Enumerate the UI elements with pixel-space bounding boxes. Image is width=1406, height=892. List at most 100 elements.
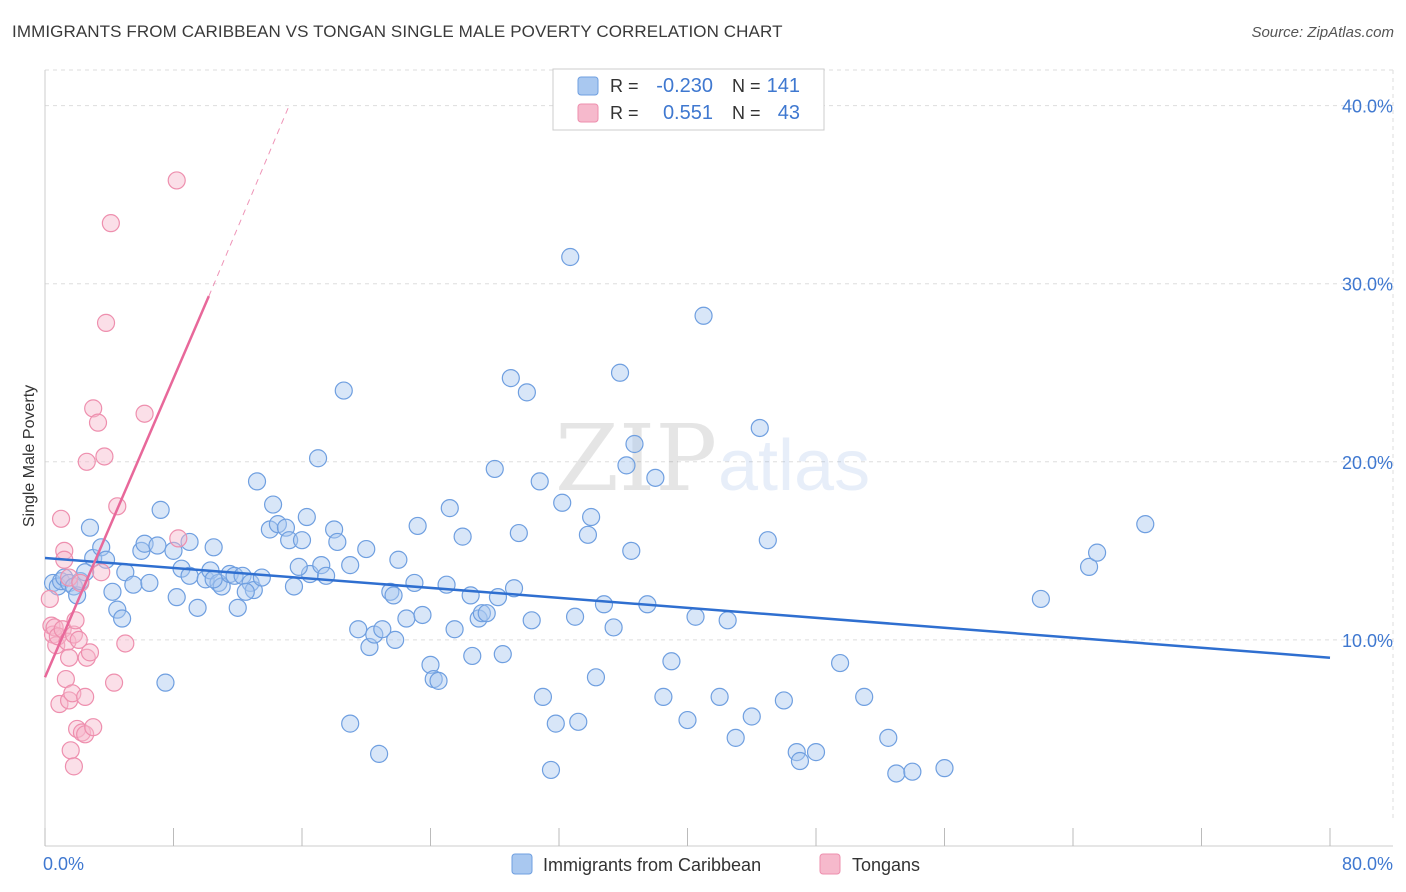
legend-label-tongans: Tongans [852, 855, 920, 875]
point-caribbean [289, 557, 308, 576]
point-caribbean [312, 556, 331, 575]
point-caribbean [373, 620, 392, 639]
point-caribbean [485, 459, 504, 479]
point-tongans [40, 589, 59, 609]
stats-n-label-2: N = [732, 103, 761, 123]
point-caribbean [678, 710, 697, 730]
point-caribbean [604, 618, 623, 637]
legend-swatch-caribbean [511, 853, 533, 875]
point-tongans [76, 687, 95, 706]
stats-swatch-pink [577, 103, 599, 123]
point-tongans [72, 723, 92, 742]
point-caribbean [453, 527, 472, 546]
point-caribbean [440, 499, 459, 518]
point-caribbean [610, 363, 630, 382]
point-caribbean [935, 759, 954, 778]
y-tick-label: 40.0% [1342, 97, 1393, 117]
point-tongans [116, 634, 135, 653]
point-caribbean [718, 611, 737, 630]
stats-r-label-1: R = [610, 76, 639, 96]
point-caribbean [594, 595, 614, 614]
point-caribbean [586, 668, 606, 687]
point-caribbean [370, 744, 389, 763]
stats-n-value-2: 43 [778, 102, 800, 124]
point-caribbean [774, 691, 793, 710]
point-caribbean [180, 532, 199, 552]
watermark-atlas: atlas [718, 426, 870, 506]
point-caribbean [553, 493, 572, 512]
point-caribbean [533, 687, 553, 706]
stats-r-value-2: 0.551 [663, 102, 713, 124]
point-caribbean [421, 655, 440, 674]
point-caribbean [806, 743, 826, 762]
point-caribbean [546, 714, 565, 733]
point-caribbean [156, 673, 175, 692]
y-tick-label: 20.0% [1342, 453, 1393, 473]
point-caribbean [263, 495, 283, 514]
stats-swatch-blue [577, 76, 599, 96]
point-caribbean [386, 630, 405, 650]
stats-n-value-1: 141 [767, 75, 800, 97]
point-caribbean [148, 536, 167, 555]
point-tongans [61, 741, 80, 760]
source-label: Source: ZipAtlas.com [1251, 24, 1394, 41]
point-tongans [169, 529, 188, 548]
point-caribbean [501, 369, 520, 388]
series-caribbean-points [43, 247, 1155, 783]
point-caribbean [228, 598, 247, 617]
point-caribbean [405, 573, 424, 593]
stats-legend: R = -0.230 N = 141 R = 0.551 N = 43 [552, 68, 825, 131]
point-caribbean [710, 687, 729, 706]
series-legend: Immigrants from Caribbean Tongans [511, 853, 920, 875]
point-caribbean [204, 538, 223, 557]
point-caribbean [1136, 515, 1155, 534]
trend-line-tongans [43, 295, 210, 678]
point-caribbean [124, 575, 143, 594]
trend-lines [43, 105, 1331, 678]
x-tick-label: 0.0% [43, 854, 84, 874]
point-caribbean [308, 449, 328, 468]
point-caribbean [565, 607, 585, 626]
point-tongans [96, 313, 116, 332]
point-tongans [50, 694, 69, 714]
point-caribbean [252, 568, 271, 587]
point-caribbean [830, 653, 850, 673]
point-tongans [77, 452, 96, 471]
axes [44, 70, 1393, 847]
point-caribbean [742, 707, 761, 726]
point-caribbean [879, 728, 898, 747]
y-tick-label: 10.0% [1342, 631, 1393, 651]
point-caribbean [140, 573, 159, 593]
point-tongans [135, 404, 154, 423]
point-caribbean [561, 247, 580, 267]
y-tick-label: 30.0% [1342, 275, 1393, 295]
point-caribbean [726, 728, 745, 747]
point-caribbean [509, 523, 528, 543]
point-caribbean [504, 579, 524, 598]
point-caribbean [397, 609, 416, 628]
watermark: ZIP atlas [555, 405, 870, 512]
point-caribbean [445, 620, 464, 639]
point-tongans [51, 509, 71, 528]
point-caribbean [349, 620, 368, 639]
point-caribbean [493, 645, 512, 664]
point-caribbean [758, 531, 777, 550]
point-caribbean [1079, 557, 1099, 576]
point-caribbean [381, 582, 400, 601]
point-tongans [101, 214, 120, 233]
point-caribbean [477, 604, 496, 623]
point-caribbean [236, 582, 255, 601]
point-tongans [84, 718, 103, 737]
stats-n-label-1: N = [732, 76, 761, 96]
point-tongans [88, 413, 108, 432]
point-caribbean [625, 434, 644, 454]
tick-labels: 10.0% 20.0% 30.0% 40.0% 0.0% 80.0% [43, 97, 1393, 874]
y-axis-label: Single Male Poverty [21, 385, 38, 527]
point-caribbean [167, 588, 186, 607]
point-caribbean [646, 468, 665, 487]
point-caribbean [188, 598, 207, 617]
point-caribbean [297, 507, 316, 527]
point-caribbean [204, 570, 223, 589]
point-caribbean [463, 646, 482, 666]
